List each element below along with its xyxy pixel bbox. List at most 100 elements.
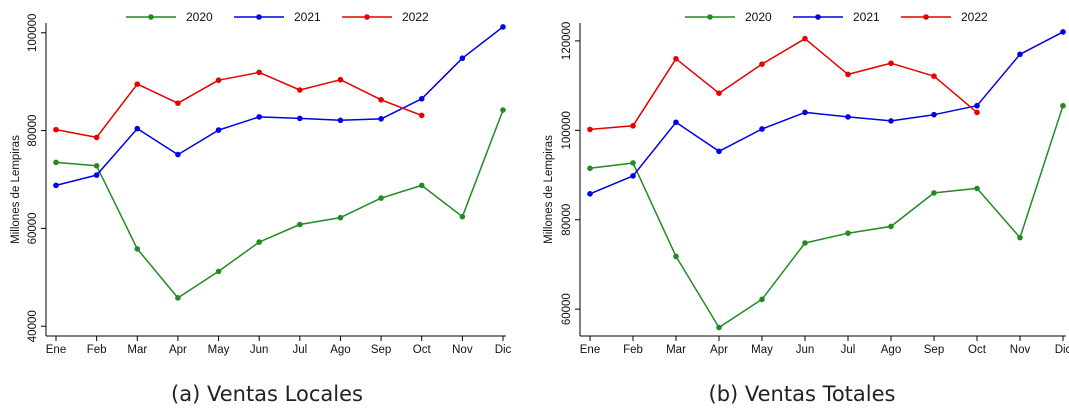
data-point-2022 <box>215 77 222 84</box>
series-line-2021 <box>55 26 504 187</box>
series-line-2022 <box>589 37 978 131</box>
data-point-2020 <box>418 182 425 189</box>
y-axis-label: Millones de Lempiras <box>10 135 22 244</box>
y-tick-label: 80000 <box>561 204 573 236</box>
data-point-2022 <box>630 123 636 129</box>
data-point-2020 <box>1017 234 1023 241</box>
data-point-2020 <box>587 165 593 172</box>
chart-panel-ventas-locales: Ene Feb Mar Apr May Jun Jul Ago Sep Oct Nov Dic 4000… <box>0 0 534 417</box>
data-point-2022 <box>845 71 851 78</box>
y-tick-label: 60000 <box>561 293 573 325</box>
data-point-2020 <box>1060 102 1066 109</box>
x-tick-label: Jul <box>292 344 307 356</box>
data-point-2021 <box>134 125 141 132</box>
data-point-2022 <box>673 55 679 62</box>
data-point-2020 <box>93 163 100 169</box>
legend-label-2021: 2021 <box>294 10 321 24</box>
data-point-2021 <box>630 173 636 179</box>
data-point-2021 <box>93 172 100 178</box>
data-point-2021 <box>297 115 303 122</box>
data-point-2020 <box>759 296 765 303</box>
series-line-2020 <box>55 109 504 299</box>
x-tick-label: Sep <box>371 344 391 356</box>
data-point-2021 <box>337 117 344 124</box>
data-point-2022 <box>256 69 262 76</box>
data-point-2021 <box>500 24 506 30</box>
x-tick-label: Oct <box>413 344 432 356</box>
x-tick-label: Nov <box>452 344 473 356</box>
data-point-2020 <box>500 107 506 113</box>
data-point-2022 <box>378 96 384 103</box>
data-point-2021 <box>53 182 59 189</box>
data-point-2022 <box>888 60 894 67</box>
y-axis-label: Millones de Lempiras <box>543 135 555 244</box>
y-tick-label: 100000 <box>27 14 39 52</box>
legend-label-2020: 2020 <box>186 10 213 24</box>
data-point-2022 <box>587 126 593 133</box>
data-point-2022 <box>134 81 141 87</box>
data-point-2021 <box>175 151 181 158</box>
legend-marker-2021 <box>815 14 821 20</box>
data-point-2022 <box>297 87 303 93</box>
x-tick-label: Apr <box>710 344 728 356</box>
data-point-2022 <box>337 76 344 83</box>
x-tick-label: Dic <box>1055 344 1069 356</box>
data-point-2022 <box>716 90 722 97</box>
data-point-2020 <box>297 221 303 228</box>
data-point-2022 <box>53 126 59 133</box>
y-tick-label: 100000 <box>561 111 573 149</box>
x-tick-label: May <box>208 344 230 356</box>
data-point-2020 <box>630 160 636 166</box>
data-point-2021 <box>845 114 851 120</box>
chart-caption: (a) Ventas Locales <box>171 382 363 406</box>
x-tick-label: Ene <box>580 344 600 356</box>
data-point-2020 <box>931 190 937 196</box>
x-tick-label: Oct <box>968 344 987 356</box>
data-point-2022 <box>931 73 937 80</box>
data-point-2022 <box>418 112 425 119</box>
data-point-2022 <box>93 134 100 141</box>
y-tick-label: 40000 <box>27 310 39 342</box>
data-point-2021 <box>759 126 765 132</box>
data-point-2020 <box>134 246 141 252</box>
data-point-2020 <box>53 159 59 166</box>
x-tick-label: Feb <box>87 344 107 356</box>
series-line-2020 <box>589 105 1064 329</box>
data-point-2020 <box>673 253 679 260</box>
data-point-2021 <box>587 191 593 197</box>
data-point-2021 <box>418 96 425 102</box>
legend-marker-2020 <box>148 14 154 20</box>
x-tick-label: Ene <box>46 344 66 356</box>
x-tick-label: Mar <box>666 344 686 356</box>
data-point-2020 <box>175 295 181 301</box>
data-point-2022 <box>802 35 808 42</box>
chart-caption: (b) Ventas Totales <box>708 382 896 406</box>
legend-label-2022: 2022 <box>961 10 988 24</box>
data-point-2022 <box>759 61 765 67</box>
data-point-2022 <box>974 109 980 116</box>
data-point-2020 <box>845 230 851 236</box>
data-point-2021 <box>1017 51 1023 58</box>
data-point-2020 <box>378 195 384 201</box>
data-point-2021 <box>459 55 466 62</box>
data-point-2021 <box>215 127 222 133</box>
legend-label-2022: 2022 <box>402 10 429 24</box>
data-point-2021 <box>931 111 937 118</box>
data-point-2020 <box>716 324 722 331</box>
y-tick-label: 60000 <box>27 212 39 244</box>
x-tick-label: Mar <box>127 344 147 356</box>
y-tick-label: 80000 <box>27 115 39 147</box>
x-tick-label: Jun <box>250 344 269 356</box>
legend-marker-2022 <box>364 14 370 20</box>
data-point-2021 <box>716 148 722 155</box>
series-line-2022 <box>55 71 422 139</box>
data-point-2020 <box>802 240 808 246</box>
data-point-2020 <box>337 214 344 221</box>
x-tick-label: Sep <box>924 344 944 356</box>
data-point-2021 <box>673 119 679 126</box>
x-tick-label: Feb <box>623 344 643 356</box>
x-tick-label: Jul <box>841 344 856 356</box>
x-tick-label: Ago <box>330 344 350 356</box>
data-point-2022 <box>175 100 181 107</box>
series-line-2021 <box>589 31 1064 195</box>
